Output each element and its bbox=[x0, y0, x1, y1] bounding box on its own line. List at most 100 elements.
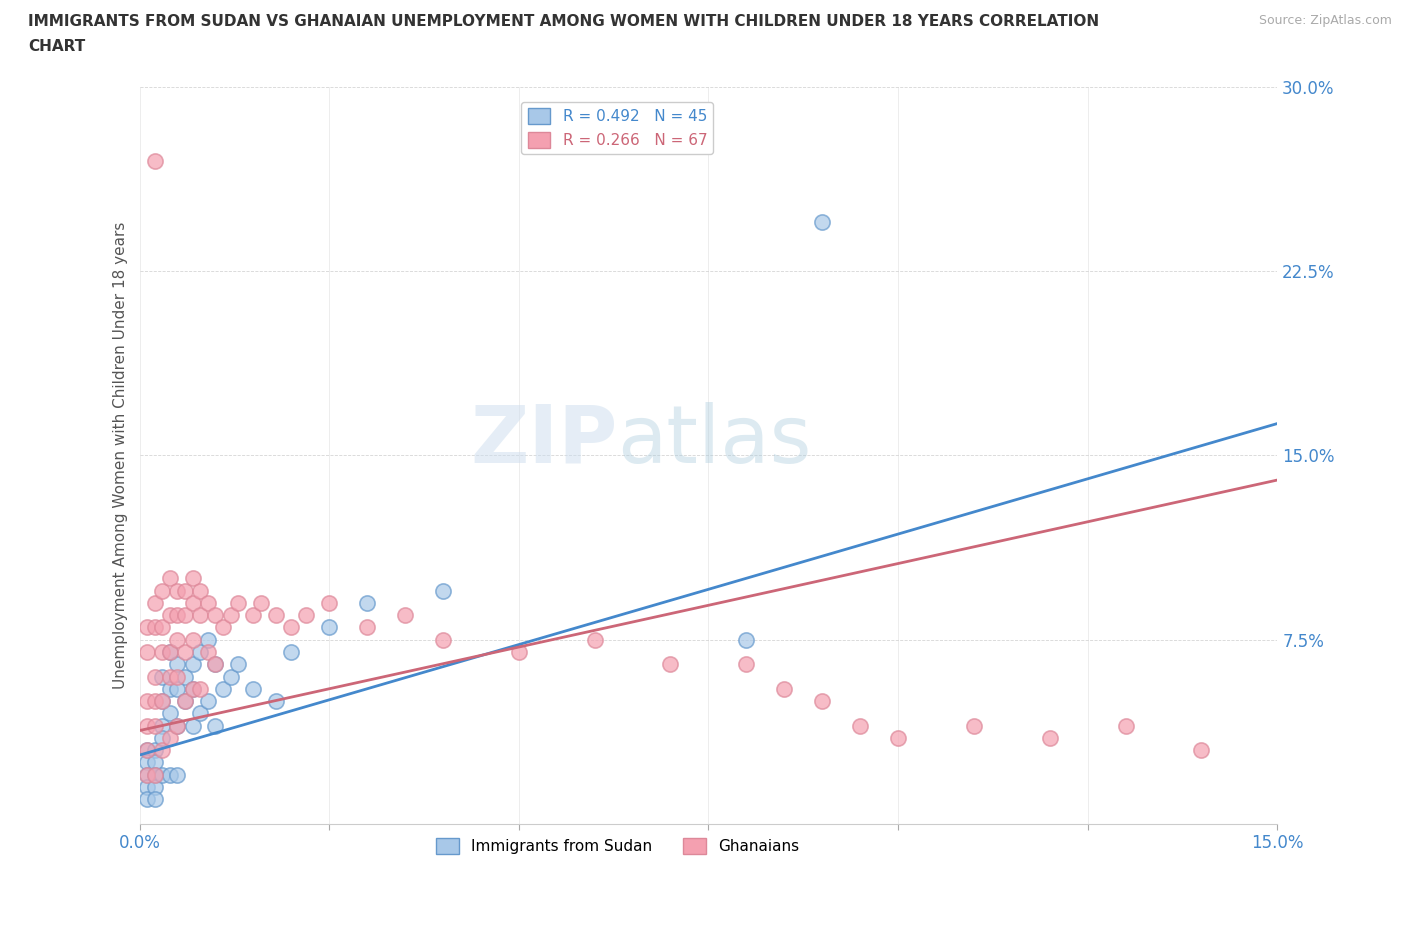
Point bbox=[204, 657, 226, 671]
Point bbox=[735, 657, 758, 671]
Point bbox=[250, 595, 273, 610]
Point bbox=[264, 694, 287, 709]
Point bbox=[166, 718, 188, 733]
Point bbox=[174, 669, 197, 684]
Point bbox=[166, 767, 188, 782]
Point bbox=[174, 644, 197, 659]
Legend: Immigrants from Sudan, Ghanaians: Immigrants from Sudan, Ghanaians bbox=[430, 832, 806, 860]
Point bbox=[197, 694, 219, 709]
Point bbox=[159, 644, 181, 659]
Point bbox=[242, 682, 264, 697]
Point bbox=[159, 730, 181, 745]
Point bbox=[508, 644, 530, 659]
Point bbox=[219, 607, 242, 622]
Point bbox=[166, 682, 188, 697]
Point bbox=[150, 669, 173, 684]
Point bbox=[318, 595, 340, 610]
Text: CHART: CHART bbox=[28, 39, 86, 54]
Point bbox=[204, 607, 226, 622]
Point bbox=[394, 607, 416, 622]
Point bbox=[136, 644, 159, 659]
Point bbox=[280, 620, 302, 635]
Text: Source: ZipAtlas.com: Source: ZipAtlas.com bbox=[1258, 14, 1392, 27]
Point bbox=[150, 730, 173, 745]
Point bbox=[150, 767, 173, 782]
Point bbox=[219, 669, 242, 684]
Point bbox=[849, 718, 872, 733]
Point bbox=[181, 718, 204, 733]
Point bbox=[174, 583, 197, 598]
Point bbox=[166, 657, 188, 671]
Point bbox=[143, 620, 166, 635]
Point bbox=[204, 718, 226, 733]
Point bbox=[204, 657, 226, 671]
Point bbox=[188, 682, 211, 697]
Point bbox=[181, 595, 204, 610]
Point bbox=[181, 682, 204, 697]
Point bbox=[136, 718, 159, 733]
Point bbox=[356, 595, 378, 610]
Point bbox=[197, 595, 219, 610]
Point bbox=[659, 657, 682, 671]
Point bbox=[150, 644, 173, 659]
Point bbox=[159, 669, 181, 684]
Point bbox=[773, 682, 796, 697]
Point bbox=[1189, 743, 1212, 758]
Point bbox=[174, 607, 197, 622]
Point bbox=[188, 706, 211, 721]
Point bbox=[159, 682, 181, 697]
Point bbox=[181, 571, 204, 586]
Point bbox=[432, 632, 454, 647]
Point bbox=[212, 620, 235, 635]
Point bbox=[136, 743, 159, 758]
Point bbox=[188, 644, 211, 659]
Point bbox=[166, 607, 188, 622]
Point bbox=[143, 669, 166, 684]
Point bbox=[150, 694, 173, 709]
Point bbox=[226, 595, 249, 610]
Point bbox=[159, 706, 181, 721]
Point bbox=[264, 607, 287, 622]
Point bbox=[181, 657, 204, 671]
Point bbox=[356, 620, 378, 635]
Point bbox=[143, 755, 166, 770]
Point bbox=[811, 694, 834, 709]
Point bbox=[181, 632, 204, 647]
Point bbox=[159, 644, 181, 659]
Point bbox=[136, 694, 159, 709]
Point bbox=[166, 669, 188, 684]
Point bbox=[143, 767, 166, 782]
Point bbox=[166, 718, 188, 733]
Point bbox=[188, 583, 211, 598]
Point bbox=[174, 694, 197, 709]
Point bbox=[136, 791, 159, 806]
Point bbox=[583, 632, 606, 647]
Point bbox=[432, 583, 454, 598]
Point bbox=[197, 644, 219, 659]
Point bbox=[295, 607, 318, 622]
Point bbox=[887, 730, 910, 745]
Point bbox=[242, 607, 264, 622]
Point bbox=[136, 620, 159, 635]
Point bbox=[136, 743, 159, 758]
Point bbox=[136, 779, 159, 794]
Y-axis label: Unemployment Among Women with Children Under 18 years: Unemployment Among Women with Children U… bbox=[114, 221, 128, 689]
Point bbox=[136, 767, 159, 782]
Point bbox=[166, 583, 188, 598]
Point bbox=[143, 595, 166, 610]
Point bbox=[143, 767, 166, 782]
Point bbox=[159, 767, 181, 782]
Point bbox=[181, 682, 204, 697]
Point bbox=[963, 718, 986, 733]
Point bbox=[136, 755, 159, 770]
Point bbox=[318, 620, 340, 635]
Point bbox=[150, 583, 173, 598]
Point bbox=[150, 718, 173, 733]
Point bbox=[280, 644, 302, 659]
Text: ZIP: ZIP bbox=[470, 402, 617, 480]
Point bbox=[1039, 730, 1062, 745]
Point bbox=[226, 657, 249, 671]
Point bbox=[143, 779, 166, 794]
Point bbox=[143, 791, 166, 806]
Point bbox=[1115, 718, 1137, 733]
